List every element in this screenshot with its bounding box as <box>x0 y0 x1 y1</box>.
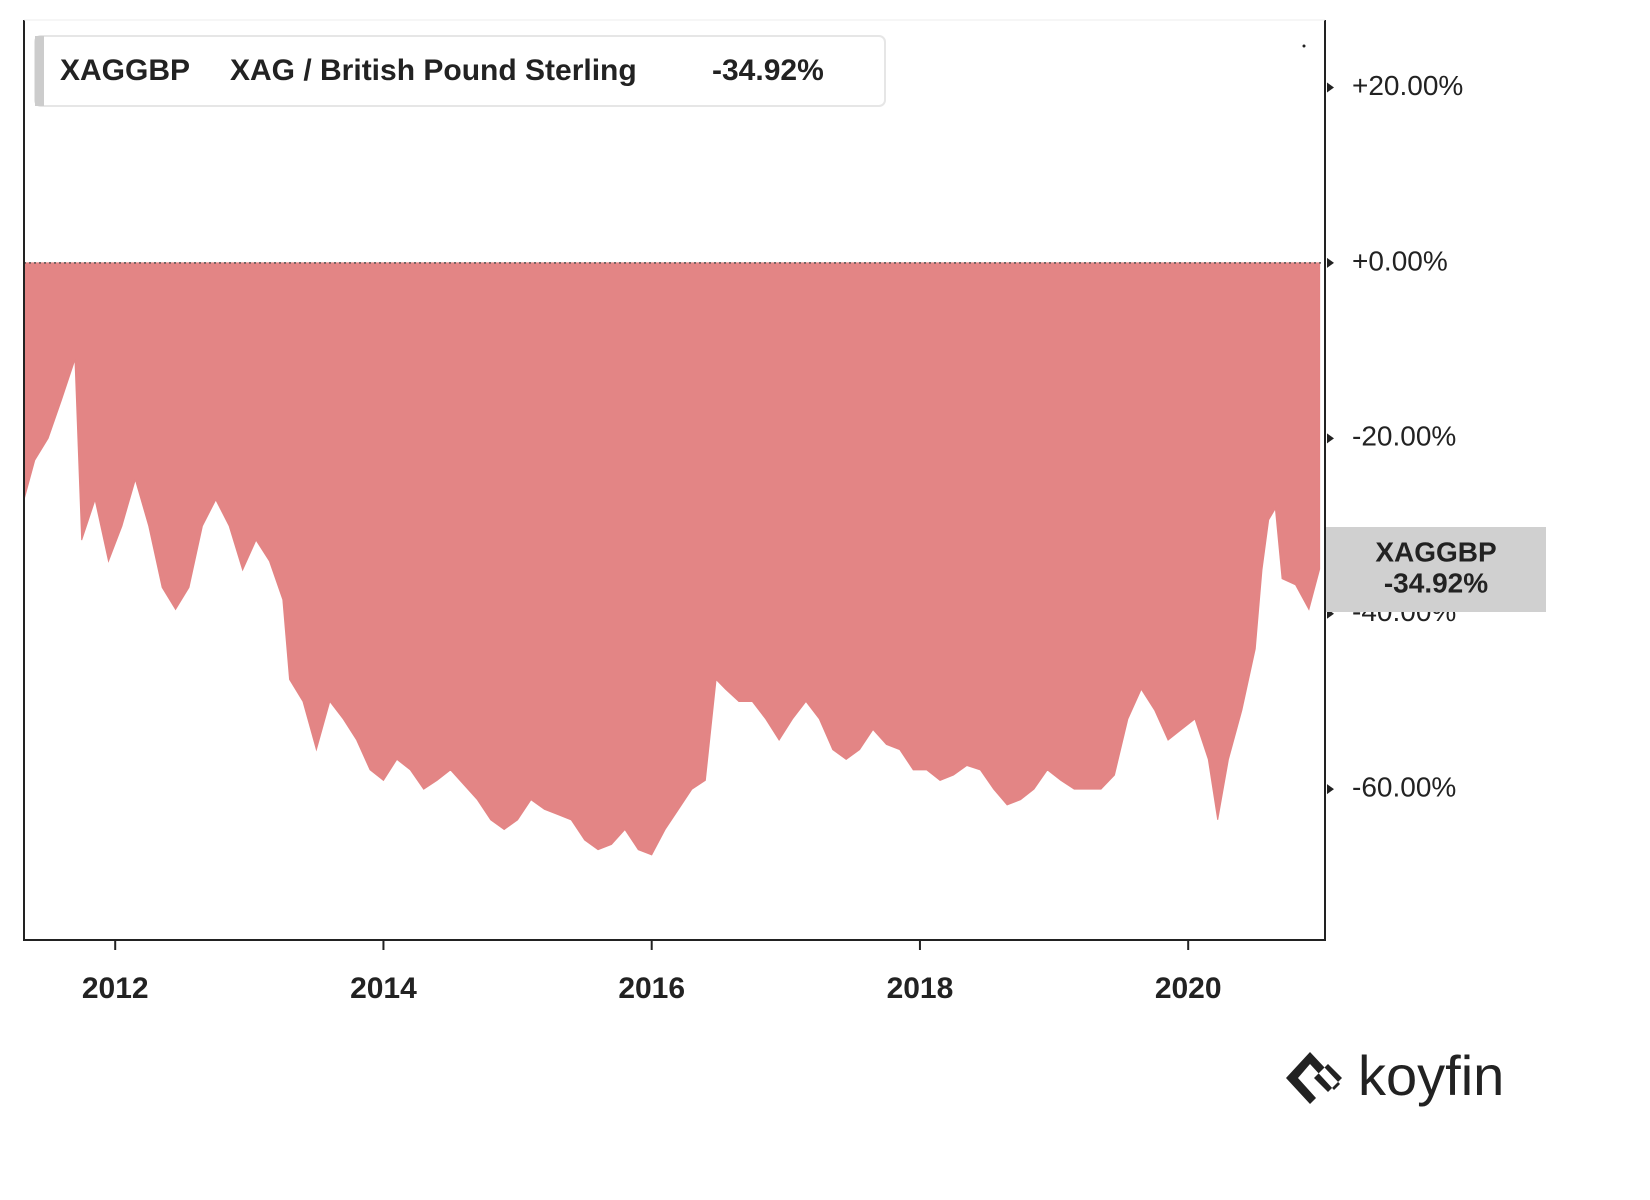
x-tick-label: 2014 <box>350 972 417 1005</box>
y-tick-label: +0.00% <box>1352 245 1448 276</box>
legend-change: -34.92% <box>712 54 824 87</box>
koyfin-logo: koyfin <box>1286 1044 1504 1107</box>
y-tick <box>1327 82 1334 93</box>
legend-symbol: XAGGBP <box>60 54 190 87</box>
y-tick-label: -20.00% <box>1352 421 1456 452</box>
y-tick-label: +20.00% <box>1352 70 1463 101</box>
y-tick <box>1327 784 1334 795</box>
area <box>23 262 1321 856</box>
x-tick-label: 2018 <box>887 972 954 1005</box>
last-tag-value: -34.92% <box>1384 567 1488 598</box>
legend-description: XAG / British Pound Sterling <box>230 54 637 87</box>
y-tick <box>1327 433 1334 444</box>
last-value-tag <box>1326 527 1546 612</box>
x-tick-label: 2016 <box>618 972 685 1005</box>
koyfin-icon <box>1286 1052 1342 1104</box>
x-tick-label: 2020 <box>1155 972 1222 1005</box>
y-tick <box>1327 257 1334 268</box>
dot <box>1302 44 1306 48</box>
last-tag-name: XAGGBP <box>1375 536 1496 567</box>
legend-accent <box>35 36 44 106</box>
axis-frame <box>23 20 1326 941</box>
y-tick-label: -60.00% <box>1352 772 1456 803</box>
x-tick-label: 2012 <box>82 972 149 1005</box>
koyfin-wordmark: koyfin <box>1358 1044 1504 1107</box>
